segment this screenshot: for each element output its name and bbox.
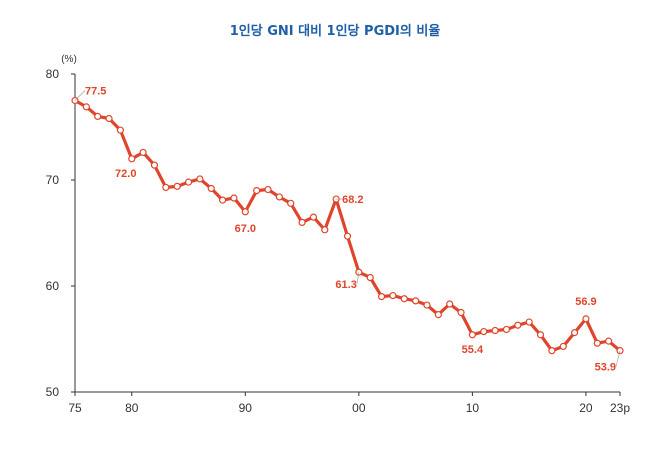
data-point (128, 155, 136, 163)
data-point (559, 342, 567, 351)
data-point (230, 194, 238, 202)
data-point (287, 199, 295, 207)
data-point (400, 295, 408, 303)
data-point (412, 297, 420, 305)
data-point (173, 182, 181, 190)
data-point (480, 327, 488, 336)
data-point (275, 193, 283, 201)
data-point (116, 126, 125, 134)
data-label: 68.2 (342, 194, 363, 206)
data-point (423, 301, 431, 309)
data-point (457, 308, 465, 317)
data-point (139, 148, 147, 157)
data-point (298, 218, 306, 226)
data-point (321, 226, 329, 234)
label-leader (356, 272, 360, 285)
data-point (219, 196, 227, 204)
data-point (605, 337, 613, 345)
data-point (105, 114, 113, 123)
label-leader (74, 90, 86, 101)
data-point (150, 161, 159, 169)
data-label: 77.5 (85, 86, 106, 98)
chart-title: 1인당 GNI 대비 1인당 PGDI의 비율 (229, 24, 441, 39)
data-point (366, 273, 374, 282)
data-label: 56.9 (575, 296, 596, 308)
data-point (207, 184, 215, 193)
y-unit-label: (%) (61, 54, 77, 65)
series-line (73, 98, 622, 353)
x-tick-label: 20 (579, 401, 593, 415)
data-label: 67.0 (235, 223, 256, 235)
data-label: 55.4 (462, 344, 484, 356)
data-point (491, 326, 499, 335)
data-point (82, 103, 90, 111)
data-point (309, 213, 318, 221)
x-tick-label: 90 (239, 401, 253, 415)
x-tick-label: 23p (610, 401, 630, 415)
data-point (184, 178, 193, 186)
data-point (241, 208, 249, 216)
data-label: 72.0 (115, 168, 136, 180)
label-leader (615, 350, 621, 367)
data-point (468, 331, 476, 339)
data-point (196, 175, 204, 183)
data-point (162, 183, 170, 192)
data-point (536, 331, 545, 339)
data-point (593, 339, 601, 347)
data-point (264, 185, 272, 194)
data-point (570, 329, 579, 337)
y-tick-label: 60 (46, 279, 60, 293)
data-point (389, 291, 397, 300)
data-point (343, 232, 352, 240)
data-point (514, 321, 522, 329)
y-tick-label: 80 (46, 67, 60, 81)
data-point (502, 325, 511, 334)
y-tick-label: 70 (46, 173, 60, 187)
data-label: 53.9 (595, 362, 616, 374)
data-point (253, 187, 261, 195)
data-point (434, 311, 442, 319)
data-point (582, 315, 590, 323)
data-point (377, 293, 386, 301)
x-tick-label: 80 (125, 401, 139, 415)
x-tick-label: 00 (352, 401, 366, 415)
data-point (446, 300, 454, 308)
x-tick-label: 10 (466, 401, 480, 415)
data-point (525, 318, 533, 326)
data-label: 61.3 (335, 279, 356, 291)
data-point (94, 112, 102, 121)
y-tick-label: 50 (46, 385, 60, 399)
x-tick-label: 75 (68, 401, 82, 415)
data-point (548, 347, 556, 355)
